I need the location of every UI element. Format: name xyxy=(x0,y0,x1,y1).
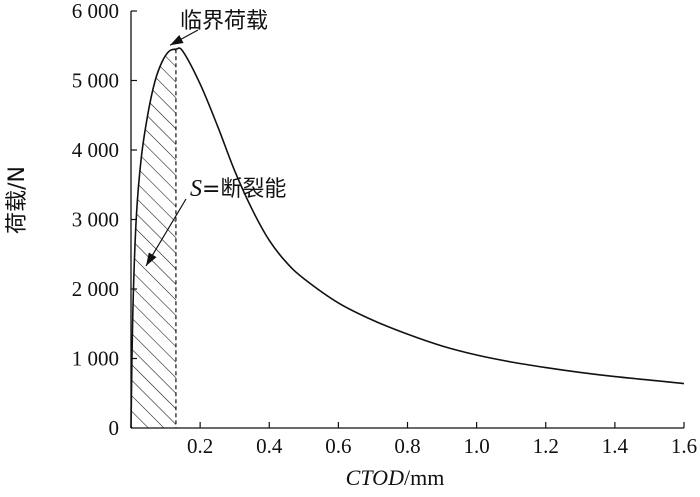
fracture-energy-hatched-area xyxy=(131,49,176,428)
y-axis-title: 荷载/N xyxy=(5,166,30,234)
labels-layer: 0.2 0.4 0.6 0.8 1.0 1.2 1.4 1.6 0 1 000 2 000 3 000… xyxy=(5,0,697,490)
y-tick-label: 4 000 xyxy=(72,138,119,162)
curve-layer xyxy=(130,47,685,429)
x-tick-label: 0.8 xyxy=(394,434,420,458)
y-tick-label: 5 000 xyxy=(72,69,119,93)
fracture-energy-label: S=断裂能 xyxy=(190,176,286,202)
x-tick-label: 1.0 xyxy=(464,434,490,458)
annotations-layer: 临界荷载 S=断裂能 xyxy=(145,9,286,267)
y-tick-label: 1 000 xyxy=(72,347,119,371)
fracture-energy-arrow xyxy=(145,198,187,267)
x-tick-label: 1.6 xyxy=(671,434,697,458)
y-tick-label: 2 000 xyxy=(72,277,119,301)
critical-load-label: 临界荷载 xyxy=(180,9,268,34)
x-tick-label: 0.2 xyxy=(187,434,213,458)
y-tick-label: 3 000 xyxy=(72,208,119,232)
x-axis-title: CTOD/mm xyxy=(346,465,445,490)
critical-load-arrow xyxy=(169,29,199,46)
x-tick-label: 0.6 xyxy=(325,434,351,458)
y-tick-label: 6 000 xyxy=(72,0,119,23)
x-tick-label: 1.4 xyxy=(602,434,629,458)
load-ctod-curve xyxy=(130,47,685,429)
fracture-energy-area-layer xyxy=(131,49,176,428)
axes xyxy=(130,10,685,429)
y-tick-label: 0 xyxy=(109,416,120,440)
x-tick-label: 0.4 xyxy=(256,434,283,458)
x-tick-label: 1.2 xyxy=(533,434,559,458)
